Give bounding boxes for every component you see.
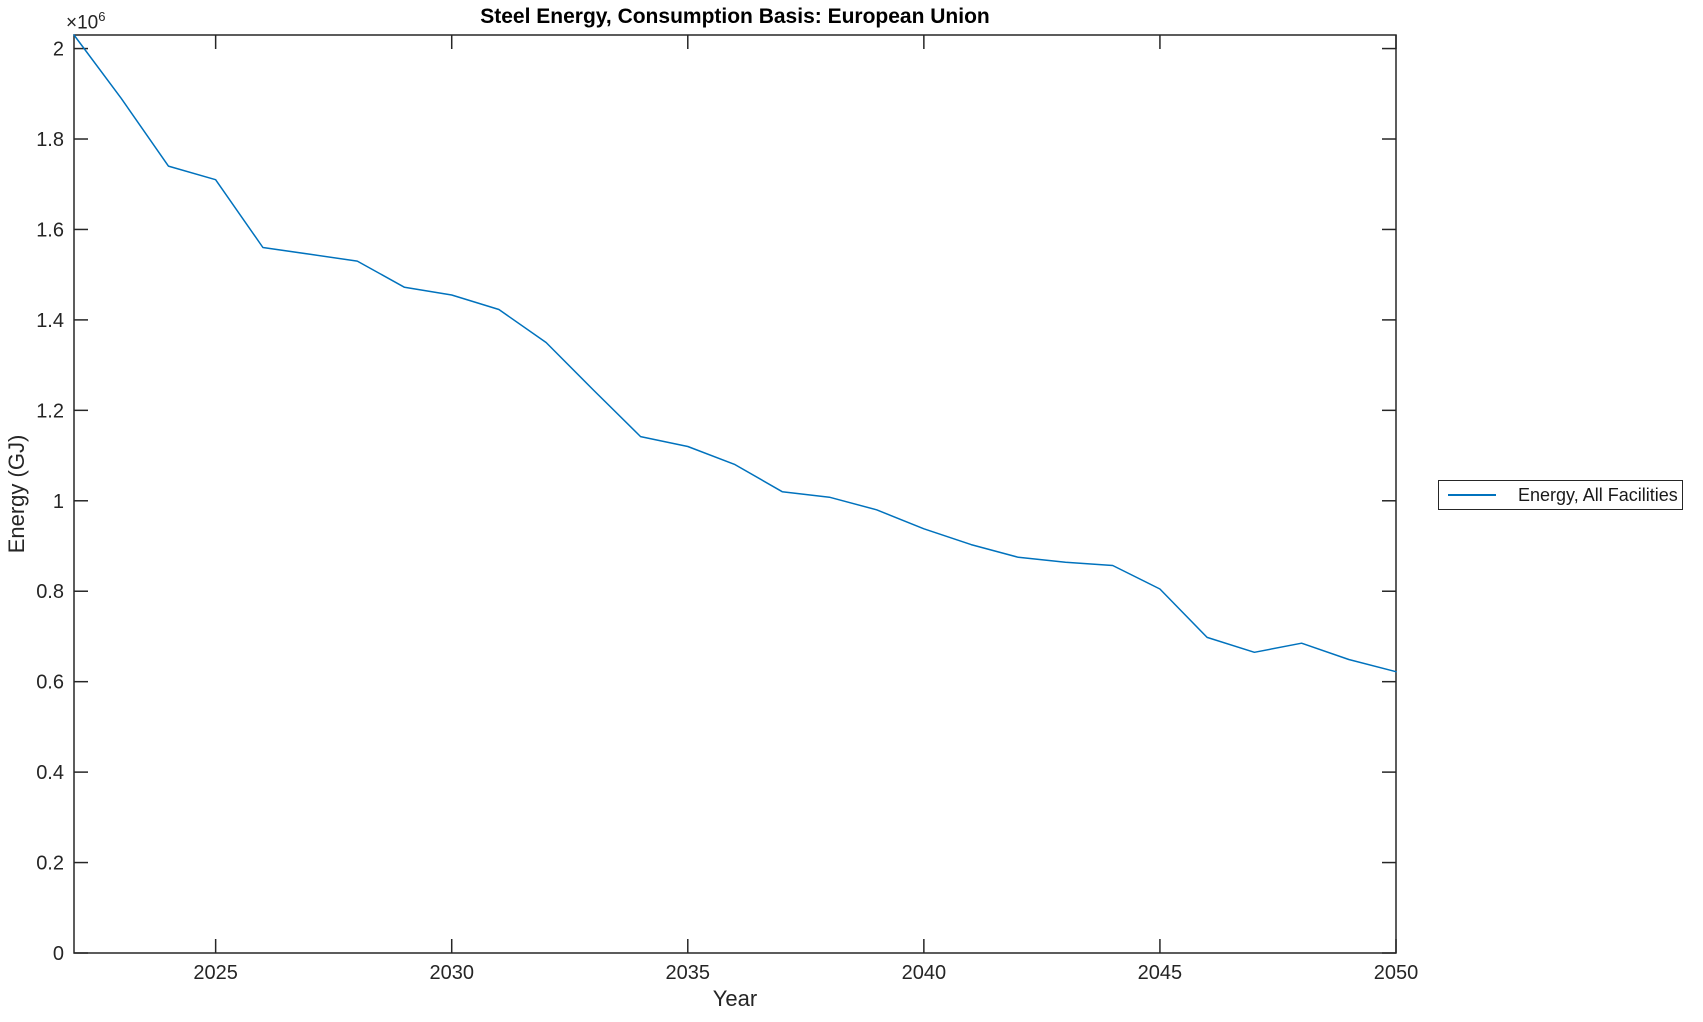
y-tick-label: 0: [53, 943, 64, 965]
plot-box: [73, 34, 1397, 954]
legend-line-sample-icon: [1448, 494, 1496, 496]
y-axis-multiplier: ×106: [66, 9, 105, 34]
x-tick-label: 2045: [1138, 962, 1183, 984]
y-axis-multiplier-exponent: 6: [98, 9, 106, 24]
y-tick-label: 0.6: [36, 672, 64, 694]
chart-title: Steel Energy, Consumption Basis: Europea…: [480, 5, 990, 28]
x-tick-label: 2040: [902, 962, 947, 984]
y-tick-label: 0.2: [36, 853, 64, 875]
y-axis-multiplier-base: ×10: [66, 12, 99, 34]
legend: Energy, All Facilities: [1438, 480, 1683, 510]
x-tick-label: 2025: [193, 962, 238, 984]
legend-entry-label: Energy, All Facilities: [1518, 484, 1678, 505]
x-tick-label: 2050: [1374, 962, 1419, 984]
x-tick-label: 2035: [666, 962, 711, 984]
y-tick-label: 0.4: [36, 762, 64, 784]
x-axis-label: Year: [712, 986, 758, 1011]
y-tick-label: 1.2: [36, 400, 64, 422]
data-line: [73, 34, 1397, 673]
y-tick-label: 2: [53, 39, 64, 61]
y-tick-label: 0.8: [36, 581, 64, 603]
y-tick-label: 1: [53, 491, 64, 513]
y-tick-label: 1.4: [36, 310, 64, 332]
x-tick-label: 2030: [429, 962, 474, 984]
y-tick-label: 1.8: [36, 129, 64, 151]
y-tick-label: 1.6: [36, 219, 64, 241]
